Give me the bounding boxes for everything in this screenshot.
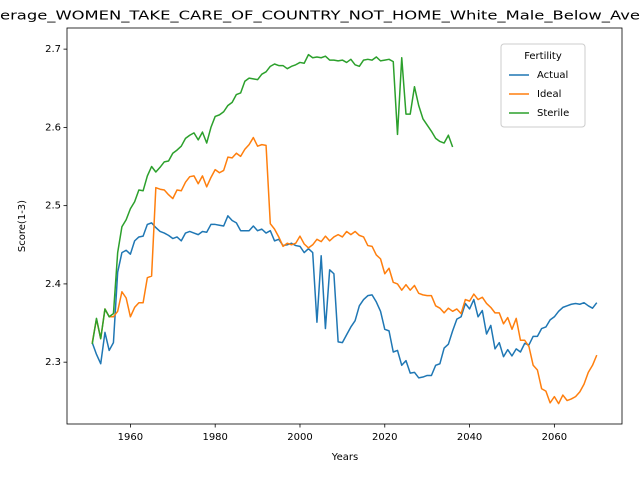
legend-box	[500, 43, 586, 128]
plot-frame	[66, 27, 623, 425]
x-tick-label: 2020	[372, 432, 397, 443]
x-tick-label: 1980	[202, 432, 227, 443]
y-tick-label: 2.7	[45, 44, 61, 55]
line-series	[91, 136, 598, 405]
x-tick-label: 2060	[542, 432, 567, 443]
y-tick-label: 2.4	[45, 279, 61, 290]
chart-title: erage_WOMEN_TAKE_CARE_OF_COUNTRY_NOT_HOM…	[0, 9, 640, 23]
x-axis-label: Years	[331, 452, 358, 463]
x-tick-label: 2000	[287, 432, 312, 443]
legend-label: Actual	[537, 70, 568, 81]
legend-label: Sterile	[537, 108, 569, 119]
y-axis-label: Score(1-3)	[17, 200, 28, 252]
x-tick-label: 2040	[457, 432, 482, 443]
y-tick-label: 2.6	[45, 122, 61, 133]
legend-title: Fertility	[524, 51, 562, 62]
y-tick-label: 2.5	[45, 201, 61, 212]
line-series	[91, 53, 454, 345]
line-series	[91, 215, 598, 379]
x-tick-label: 1960	[118, 432, 143, 443]
y-tick-label: 2.3	[45, 357, 61, 368]
legend-label: Ideal	[537, 89, 561, 100]
